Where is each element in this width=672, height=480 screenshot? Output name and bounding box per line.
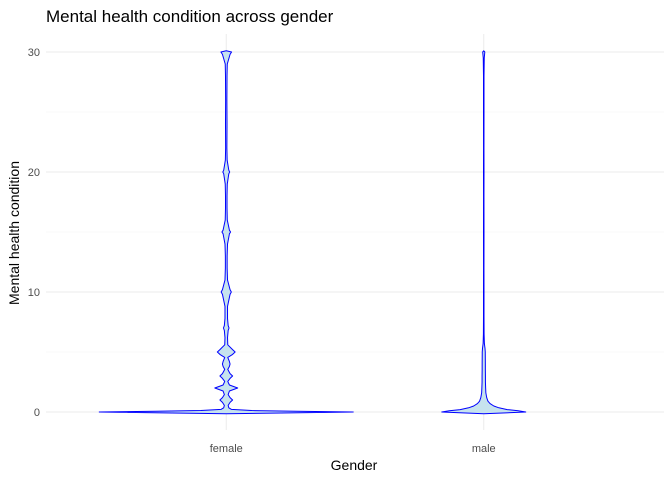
grid <box>46 34 664 430</box>
y-tick-labels: 0 10 20 30 <box>28 47 40 419</box>
x-axis-title: Gender <box>331 457 378 473</box>
y-axis-title: Mental health condition <box>6 161 22 305</box>
y-tick-label: 30 <box>28 47 40 59</box>
x-tick-label-female: female <box>210 443 243 455</box>
y-tick-label: 20 <box>28 167 40 179</box>
y-tick-label: 0 <box>34 407 40 419</box>
y-tick-label: 10 <box>28 287 40 299</box>
x-tick-label-male: male <box>472 443 496 455</box>
violins <box>98 50 527 415</box>
violin-male <box>441 50 527 415</box>
chart-title: Mental health condition across gender <box>46 7 334 26</box>
x-tick-labels: female male <box>210 443 496 455</box>
violin-female <box>98 50 354 415</box>
